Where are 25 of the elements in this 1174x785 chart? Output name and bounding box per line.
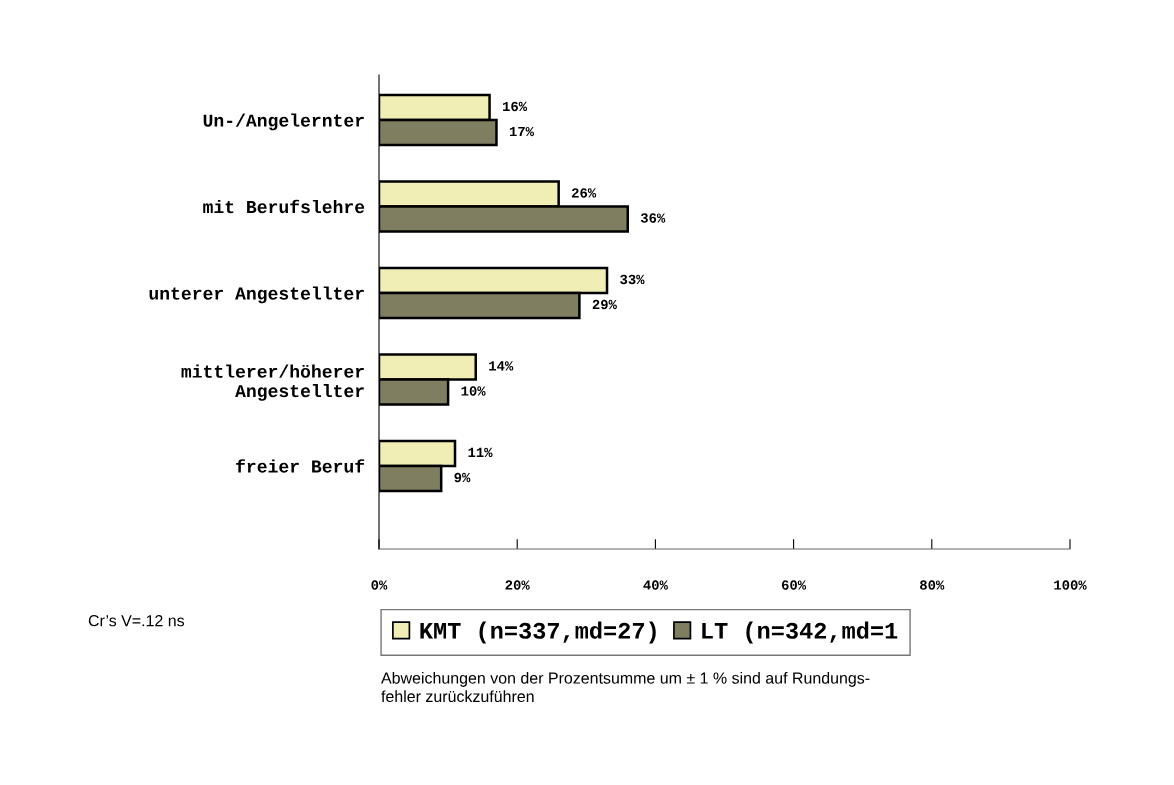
y-tick-label: mittlerer/höherer Angestellter [181, 364, 364, 401]
y-tick-label: freier Beruf [236, 459, 365, 473]
x-tick-label: 0% [371, 580, 388, 590]
x-tick-label: 100% [1054, 580, 1087, 590]
data-label: 14% [489, 361, 514, 371]
x-tick-label: 80% [920, 580, 945, 590]
data-label: 33% [620, 274, 645, 285]
data-label: 36% [640, 213, 666, 223]
data-label: 26% [571, 188, 597, 198]
x-tick-label: 20% [505, 580, 530, 590]
data-label: 11% [468, 447, 493, 458]
y-tick-label: Un-/Angelernter [203, 113, 364, 131]
legend-label: KMT (n=337,md=27) [420, 621, 656, 644]
y-tick-label: mit Berufslehre [203, 199, 365, 214]
text: Abweichungen von der Prozentsumme um ± 1 % sind auf Rundungs- fehler zurückzuführen [381, 672, 870, 703]
data-label: 16% [503, 101, 528, 112]
data-label: 17% [509, 126, 534, 137]
legend-label: LT (n=342,md=1 [702, 621, 898, 644]
data-label: 10% [461, 386, 486, 396]
text: Cr’s V=.12 ns [88, 614, 185, 627]
x-tick-label: 60% [781, 580, 807, 590]
data-label: 9% [454, 472, 471, 483]
x-tick-label: 40% [643, 580, 668, 590]
y-tick-label: unterer Angestellter [149, 286, 364, 304]
data-label: 29% [592, 299, 617, 310]
